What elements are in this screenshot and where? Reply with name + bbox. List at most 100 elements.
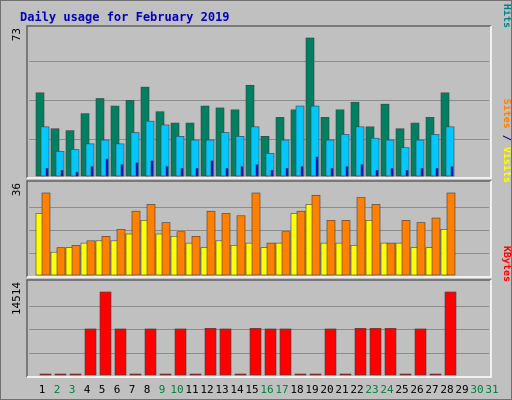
- bar-kbytes-day-5: [99, 291, 112, 376]
- x-tick-label-day-25: 25: [395, 383, 408, 396]
- bar-sites-day-25: [401, 220, 411, 276]
- bar-sites-day-19: [311, 194, 321, 276]
- side-label-part-0: KBytes: [501, 246, 511, 282]
- x-axis-labels: 1 2 3 4 5 6 7 8 9 10 11 12 13 14 15 16 17 18 19 20 21 22 23 24 2…: [39, 383, 499, 396]
- bar-pages-day-3: [75, 171, 79, 177]
- bar-kbytes-day-15: [249, 328, 262, 376]
- x-tick-label-day-26: 26: [410, 383, 423, 396]
- x-tick-label-day-29: 29: [455, 383, 468, 396]
- panel-max-label: 14514: [10, 282, 23, 315]
- x-tick-label-day-7: 7: [129, 383, 136, 396]
- panel-border-shadow: [26, 25, 491, 178]
- panel-side-label: KBytes: [501, 246, 511, 282]
- panel-max-label: 36: [10, 183, 23, 196]
- bar-kbytes-day-16: [264, 328, 277, 376]
- bar-kbytes-day-18: [294, 373, 307, 376]
- bar-pages-day-21: [345, 166, 349, 177]
- bar-pages-day-2: [60, 170, 64, 177]
- bar-files-day-2: [55, 151, 65, 177]
- x-tick-label-day-22: 22: [350, 383, 363, 396]
- bar-files-day-28: [445, 126, 455, 177]
- bar-pages-day-1: [45, 168, 49, 177]
- bar-files-day-23: [370, 137, 380, 177]
- bar-pages-day-18: [300, 166, 304, 177]
- panel-border-shadow: [26, 279, 491, 377]
- bar-kbytes-day-28: [444, 291, 457, 376]
- bar-files-day-20: [325, 139, 335, 177]
- bar-sites-day-5: [101, 235, 111, 276]
- bar-files-day-19: [310, 105, 320, 177]
- bar-pages-day-11: [195, 168, 199, 177]
- x-tick-label-day-11: 11: [185, 383, 198, 396]
- bar-sites-day-17: [281, 231, 291, 276]
- bar-kbytes-day-9: [159, 373, 172, 376]
- bar-sites-day-3: [71, 245, 81, 276]
- bar-kbytes-day-21: [339, 373, 352, 376]
- x-tick-label-day-21: 21: [335, 383, 348, 396]
- side-label-part-4: Hits: [501, 4, 511, 28]
- bar-pages-day-26: [420, 168, 424, 177]
- bar-hits-day-6: [110, 105, 120, 177]
- bar-files-day-27: [430, 134, 440, 177]
- bar-files-day-10: [175, 136, 185, 177]
- bar-pages-day-20: [330, 168, 334, 177]
- bar-files-day-17: [280, 139, 290, 177]
- x-tick-label-day-14: 14: [230, 383, 244, 396]
- bar-pages-day-5: [105, 158, 109, 177]
- chart-panels: 73 Pages / Files / Hits 36 Sites / Visits 14…: [10, 1, 511, 378]
- bar-sites-day-27: [431, 217, 441, 276]
- bar-files-day-25: [400, 147, 410, 177]
- x-tick-label-day-16: 16: [260, 383, 273, 396]
- bar-pages-day-7: [135, 162, 139, 177]
- bar-sites-day-16: [266, 242, 276, 276]
- bar-pages-day-16: [270, 170, 274, 177]
- bar-pages-day-19: [315, 156, 319, 177]
- panel-2: 36 Sites / Visits: [10, 99, 511, 278]
- bar-pages-day-4: [90, 166, 94, 177]
- bar-files-day-21: [340, 134, 350, 177]
- bar-files-day-11: [190, 139, 200, 177]
- bar-pages-day-27: [435, 168, 439, 177]
- bar-kbytes-day-8: [144, 328, 157, 376]
- bar-kbytes-day-27: [429, 373, 442, 376]
- bar-files-day-16: [265, 153, 275, 177]
- side-label-part-2: Visits: [501, 147, 511, 183]
- bar-pages-day-8: [150, 160, 154, 177]
- chart-title: Daily usage for February 2019: [20, 10, 230, 24]
- x-tick-label-day-3: 3: [69, 383, 76, 396]
- bar-files-day-18: [295, 105, 305, 177]
- x-tick-label-day-9: 9: [159, 383, 166, 396]
- bar-files-day-7: [130, 132, 140, 177]
- x-tick-label-day-23: 23: [365, 383, 378, 396]
- x-tick-label-day-24: 24: [380, 383, 394, 396]
- bar-kbytes-day-23: [369, 328, 382, 376]
- x-tick-label-day-1: 1: [39, 383, 46, 396]
- bar-files-day-14: [235, 136, 245, 177]
- bar-sites-day-7: [131, 210, 141, 276]
- panel-border-highlight: [27, 181, 492, 278]
- bar-files-day-5: [100, 139, 110, 177]
- bar-pages-day-23: [375, 170, 379, 177]
- bar-kbytes-day-11: [189, 373, 202, 376]
- bar-sites-day-11: [191, 235, 201, 276]
- bar-kbytes-day-24: [384, 328, 397, 376]
- bar-pages-day-22: [360, 164, 364, 177]
- bar-sites-day-14: [236, 215, 246, 276]
- bar-sites-day-21: [341, 220, 351, 276]
- x-tick-label-day-5: 5: [99, 383, 106, 396]
- x-tick-label-day-8: 8: [144, 383, 151, 396]
- x-tick-label-day-13: 13: [215, 383, 228, 396]
- bar-pages-day-14: [240, 166, 244, 177]
- bar-files-day-12: [205, 139, 215, 177]
- bar-sites-day-8: [146, 204, 156, 276]
- side-label-part-0: Sites: [501, 99, 511, 129]
- bar-sites-day-28: [446, 192, 456, 276]
- bar-kbytes-day-10: [174, 328, 187, 376]
- panel-side-label: Sites / Visits: [501, 99, 511, 183]
- panel-max-label: 73: [10, 28, 23, 41]
- bar-kbytes-day-25: [399, 373, 412, 376]
- bar-sites-day-20: [326, 220, 336, 276]
- bar-sites-day-2: [56, 247, 66, 276]
- x-tick-label-day-17: 17: [275, 383, 288, 396]
